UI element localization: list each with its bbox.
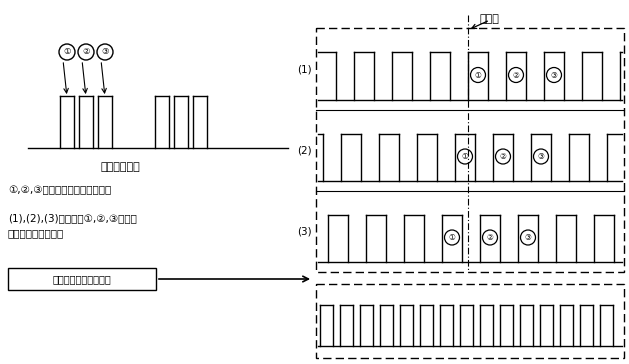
Text: ③: ③ <box>550 71 557 79</box>
Text: (2): (2) <box>298 146 312 155</box>
Text: ②: ② <box>513 71 520 79</box>
FancyBboxPatch shape <box>316 28 624 272</box>
Text: ①,②,③分别表示不同的触发点。: ①,②,③分别表示不同的触发点。 <box>8 185 111 195</box>
Text: 发点所采集的波形。: 发点所采集的波形。 <box>8 228 64 238</box>
Text: ②: ② <box>487 233 493 242</box>
FancyBboxPatch shape <box>8 268 156 290</box>
Text: ③: ③ <box>538 152 545 161</box>
Text: ①: ① <box>448 233 455 242</box>
FancyBboxPatch shape <box>316 284 624 358</box>
Text: ①: ① <box>462 152 469 161</box>
Text: ③: ③ <box>525 233 532 242</box>
Text: (1): (1) <box>298 64 312 74</box>
Text: (1),(2),(3)分别对应①,②,③不同触: (1),(2),(3)分别对应①,②,③不同触 <box>8 213 137 223</box>
Text: ①: ① <box>64 47 70 56</box>
Text: 一组脉冲序列: 一组脉冲序列 <box>100 162 140 172</box>
Text: 触发点: 触发点 <box>480 14 500 24</box>
Text: ①: ① <box>474 71 481 79</box>
Text: ②: ② <box>499 152 506 161</box>
Text: ③: ③ <box>101 47 109 56</box>
Text: (3): (3) <box>298 226 312 237</box>
Text: 正常触发的显示效果图: 正常触发的显示效果图 <box>53 274 111 284</box>
Text: ②: ② <box>82 47 90 56</box>
